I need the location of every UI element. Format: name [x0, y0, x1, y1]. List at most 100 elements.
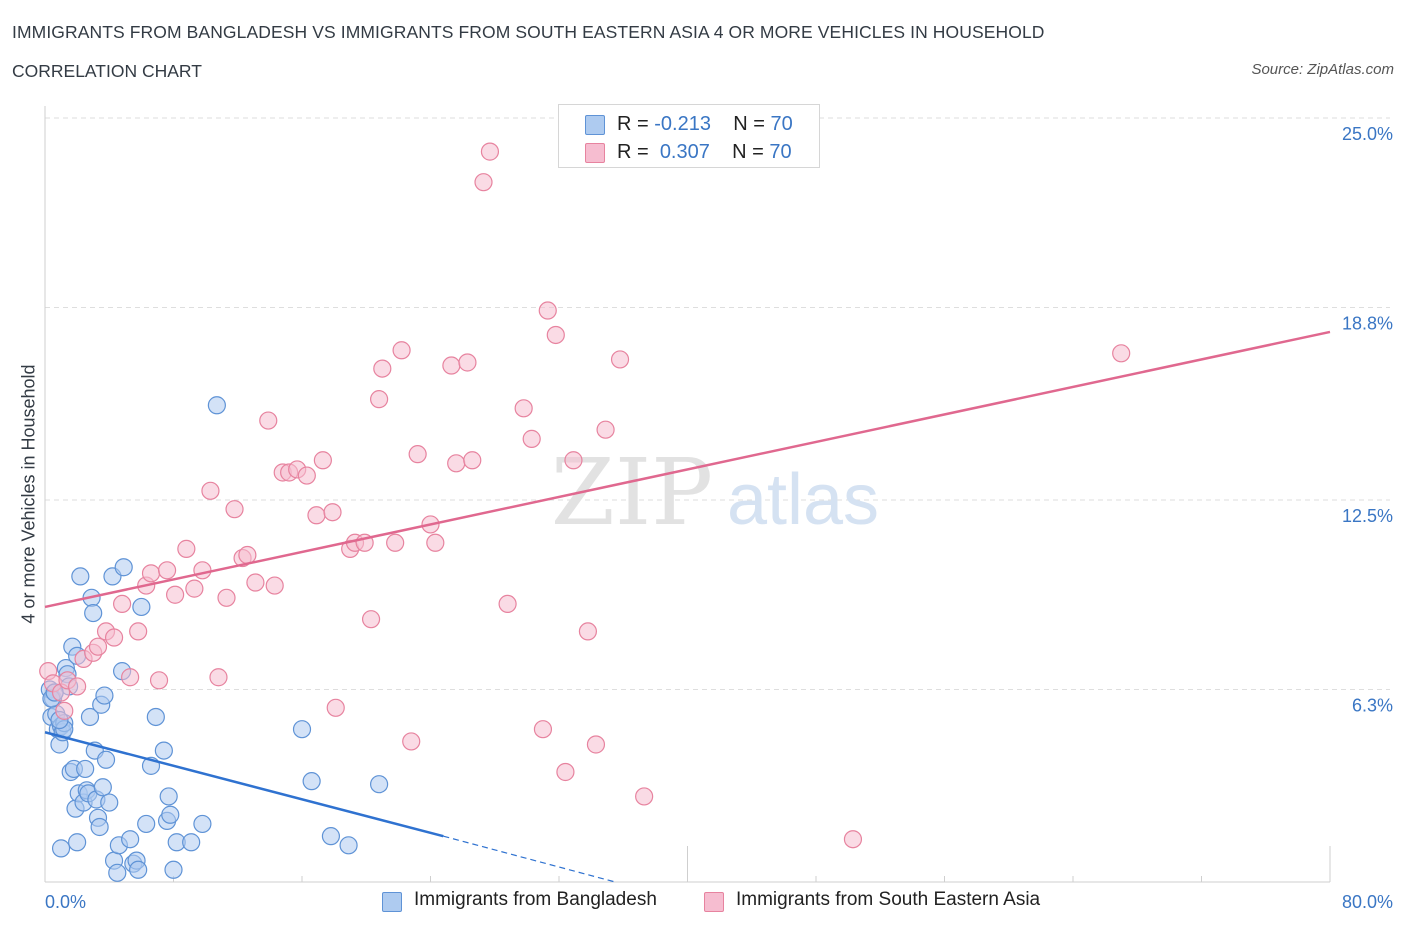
southeast-asia-point	[843, 830, 863, 849]
southeast-asia-point	[313, 451, 332, 470]
southeast-asia-point	[201, 481, 220, 500]
bangladesh-point	[292, 720, 312, 739]
bottom-legend-label: Immigrants from South Eastern Asia	[736, 889, 1041, 910]
bangladesh-point	[90, 817, 109, 837]
southeast-asia-point	[185, 579, 204, 598]
bangladesh-point	[207, 396, 226, 415]
bangladesh-point	[114, 558, 133, 577]
y-tick-label: 6.3%	[1352, 695, 1393, 715]
southeast-asia-point	[297, 466, 316, 485]
bangladesh-point	[137, 814, 156, 834]
southeast-asia-point	[55, 701, 74, 720]
series-southeast-asia	[39, 142, 1131, 849]
bangladesh-trend-line	[44, 731, 444, 838]
southeast-asia-point	[564, 451, 583, 470]
legend-r-label: R =	[617, 113, 655, 135]
southeast-asia-point	[392, 341, 411, 360]
bangladesh-point	[321, 827, 341, 846]
southeast-asia-point	[442, 356, 461, 375]
bangladesh-point	[182, 833, 201, 852]
southeast-asia-point	[1112, 344, 1131, 363]
bangladesh-point	[80, 707, 100, 727]
bangladesh-point	[84, 603, 103, 623]
legend-n-value: 70	[769, 141, 792, 163]
southeast-asia-point	[498, 594, 517, 614]
series-bangladesh	[40, 396, 389, 882]
southeast-asia-point	[141, 564, 161, 583]
watermark-atlas: atlas	[727, 460, 879, 540]
bangladesh-point	[146, 707, 165, 727]
chart-title: IMMIGRANTS FROM BANGLADESH VS IMMIGRANTS…	[12, 22, 1045, 42]
watermark: ZIP atlas	[551, 439, 879, 546]
bottom-legend-swatch-pink	[704, 892, 724, 912]
bottom-legend-swatch-blue	[382, 892, 402, 912]
southeast-asia-point	[408, 445, 427, 464]
southeast-asia-point	[458, 353, 477, 372]
bangladesh-point	[96, 750, 116, 769]
southeast-asia-point	[193, 561, 212, 580]
southeast-asia-point	[514, 399, 533, 418]
southeast-asia-point	[326, 698, 345, 717]
southeast-asia-point	[225, 500, 244, 519]
bangladesh-point	[164, 860, 183, 879]
bangladesh-point	[93, 778, 112, 797]
bangladesh-point	[154, 741, 173, 760]
bangladesh-point	[132, 597, 151, 617]
y-tick-label: 18.8%	[1342, 313, 1393, 333]
southeast-asia-point	[68, 677, 87, 696]
southeast-asia-point	[259, 411, 278, 430]
axes	[44, 106, 1331, 883]
y-tick-label: 25.0%	[1342, 124, 1393, 144]
southeast-asia-point	[586, 735, 606, 754]
bangladesh-point	[95, 686, 114, 705]
bangladesh-point	[100, 793, 119, 812]
southeast-asia-point	[149, 671, 169, 690]
southeast-asia-point	[610, 350, 630, 369]
southeast-asia-point	[426, 533, 445, 552]
tick-labels: 6.3% 12.5% 18.8% 25.0% 0.0% 80.0%	[45, 124, 1393, 912]
southeast-asia-point	[538, 301, 557, 320]
southeast-asia-point	[88, 637, 108, 656]
southeast-asia-point	[556, 762, 575, 782]
southeast-asia-point	[546, 325, 565, 345]
trend-lines	[44, 330, 1331, 883]
southeast-asia-trend-line	[44, 330, 1331, 609]
southeast-asia-point	[402, 732, 421, 751]
bangladesh-point	[71, 567, 90, 586]
southeast-asia-point	[157, 561, 177, 580]
chart-subtitle: CORRELATION CHART	[12, 61, 202, 81]
bangladesh-point	[193, 814, 212, 834]
bangladesh-trend-extension	[443, 835, 616, 883]
southeast-asia-point	[578, 622, 598, 641]
southeast-asia-point	[265, 576, 284, 595]
southeast-asia-point	[370, 390, 389, 409]
legend-swatch-pink	[585, 143, 605, 163]
bangladesh-point	[76, 759, 95, 779]
bangladesh-point	[339, 836, 358, 855]
legend-n-label: N =	[733, 113, 771, 135]
x-tick-label: 0.0%	[45, 892, 86, 912]
x-tick-label: 80.0%	[1342, 892, 1393, 912]
legend-r-label: R =	[617, 141, 655, 163]
y-tick-label: 12.5%	[1342, 506, 1393, 526]
bangladesh-point	[51, 839, 71, 858]
legend-n-label: N =	[732, 141, 770, 163]
southeast-asia-point	[533, 720, 553, 739]
southeast-asia-point	[447, 454, 466, 473]
southeast-asia-point	[307, 506, 326, 525]
bangladesh-point	[121, 830, 140, 849]
southeast-asia-point	[474, 173, 493, 192]
bangladesh-point	[129, 860, 148, 879]
gridlines	[45, 117, 1390, 690]
southeast-asia-point	[217, 588, 236, 607]
southeast-asia-point	[129, 622, 148, 641]
southeast-asia-point	[112, 594, 132, 614]
legend-r-value: -0.213	[654, 113, 711, 135]
y-axis-label: 4 or more Vehicles in Household	[18, 364, 39, 624]
bangladesh-point	[68, 833, 87, 852]
southeast-asia-point	[246, 573, 265, 592]
southeast-asia-point	[373, 359, 392, 378]
bangladesh-point	[302, 772, 321, 791]
legend-swatch-blue	[585, 115, 605, 135]
